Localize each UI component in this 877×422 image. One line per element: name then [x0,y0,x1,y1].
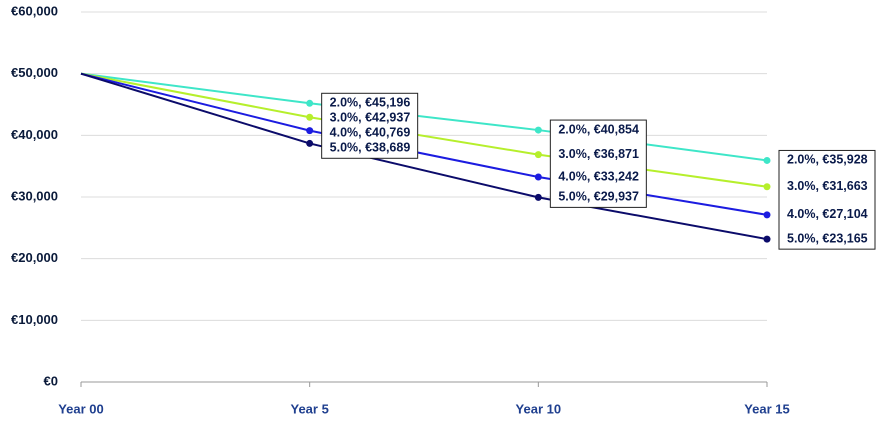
value-label: 3.0%, €31,663 [787,179,868,193]
y-tick-label: €50,000 [11,65,58,80]
value-label: 5.0%, €38,689 [330,141,411,155]
y-tick-label: €20,000 [11,250,58,265]
point [306,113,314,121]
point [763,183,771,191]
x-tick-label: Year 10 [516,401,562,416]
value-label: 2.0%, €45,196 [330,96,411,110]
point [763,156,771,164]
point [763,211,771,219]
point [306,99,314,107]
value-label: 4.0%, €33,242 [558,169,639,183]
y-tick-label: €30,000 [11,188,58,203]
point [306,139,314,147]
series-line [80,72,768,188]
point [534,151,542,159]
x-tick-label: Year 00 [58,401,104,416]
y-tick-label: €40,000 [11,127,58,142]
point [306,127,314,135]
label-box [549,119,647,208]
series-line [80,72,768,241]
point [534,126,542,134]
x-tick-label: Year 15 [744,401,790,416]
value-label: 2.0%, €35,928 [787,153,868,167]
point [763,235,771,243]
value-label: 4.0%, €27,104 [787,207,868,221]
label-box [778,149,876,250]
value-label: 3.0%, €36,871 [558,147,639,161]
label-box [321,92,419,159]
value-label: 2.0%, €40,854 [558,122,639,136]
point [534,193,542,201]
y-tick-label: €60,000 [11,3,58,18]
x-tick-label: Year 5 [291,401,329,416]
value-label: 4.0%, €40,769 [330,126,411,140]
value-label: 5.0%, €23,165 [787,231,868,245]
point [534,173,542,181]
y-tick-label: €0 [44,373,58,388]
value-label: 3.0%, €42,937 [330,111,411,125]
series-line [80,72,768,216]
series-line [80,72,768,162]
y-tick-label: €10,000 [11,312,58,327]
value-label: 5.0%, €29,937 [558,190,639,204]
